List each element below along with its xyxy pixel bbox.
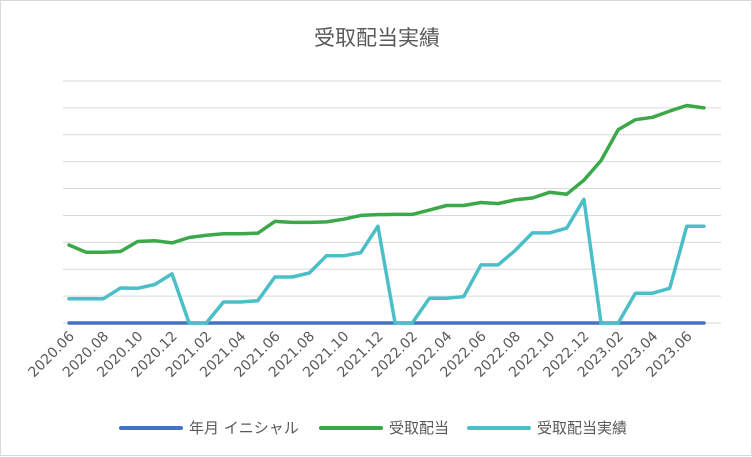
legend-label-dividend: 受取配当 (389, 419, 449, 437)
legend-label-dividend-actual: 受取配当実績 (537, 419, 627, 437)
chart-title: 受取配当実績 (314, 26, 440, 50)
legend-label-initial: 年月 イニシャル (189, 419, 299, 437)
x-axis-ticks: 2020.062020.082020.102020.122021.022021.… (26, 328, 696, 380)
series-layer (67, 103, 706, 325)
series-line-1 (67, 103, 706, 255)
series-line-2 (67, 197, 706, 325)
legend: 年月 イニシャル 受取配当 受取配当実績 (119, 419, 627, 437)
gridlines (63, 80, 721, 324)
